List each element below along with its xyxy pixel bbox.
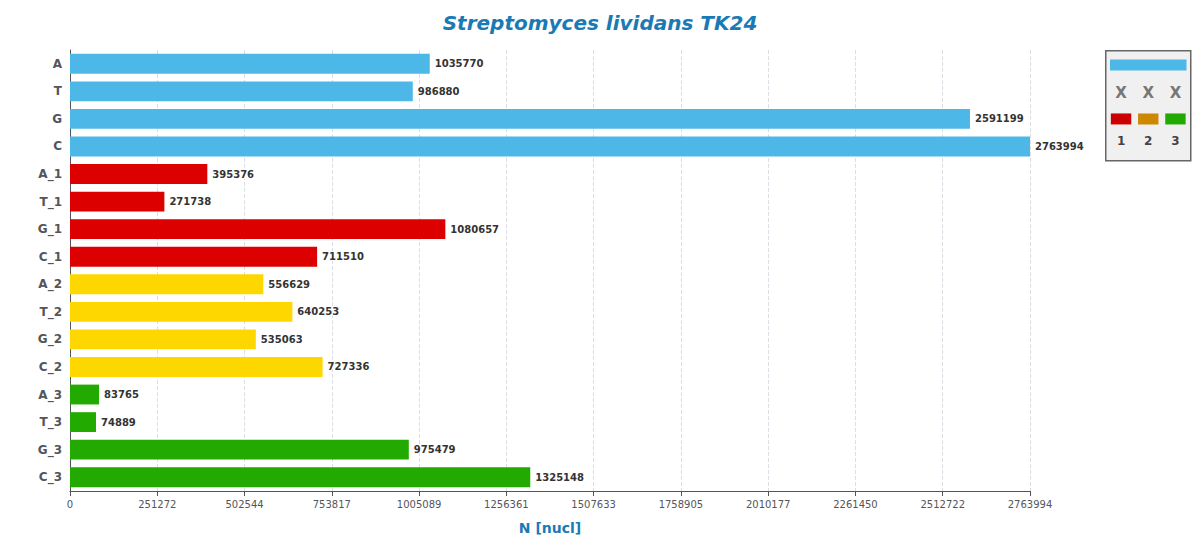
svg-text:G_2: G_2 (38, 332, 62, 347)
svg-text:2: 2 (1144, 134, 1152, 148)
svg-text:3: 3 (1171, 134, 1179, 148)
svg-text:1758905: 1758905 (659, 499, 704, 510)
svg-text:2763994: 2763994 (1008, 499, 1053, 510)
svg-text:N [nucl]: N [nucl] (519, 520, 581, 536)
svg-text:1: 1 (1117, 134, 1125, 148)
svg-text:2763994: 2763994 (1035, 141, 1084, 152)
svg-text:T_3: T_3 (39, 415, 62, 430)
svg-text:1005089: 1005089 (397, 499, 442, 510)
svg-text:T_1: T_1 (39, 195, 62, 210)
svg-text:753817: 753817 (313, 499, 351, 510)
svg-text:1256361: 1256361 (484, 499, 529, 510)
svg-text:83765: 83765 (104, 389, 139, 400)
svg-text:C_2: C_2 (39, 360, 62, 375)
svg-text:640253: 640253 (297, 306, 339, 317)
svg-text:G_3: G_3 (38, 443, 62, 458)
svg-text:271738: 271738 (169, 196, 211, 207)
svg-text:395376: 395376 (212, 169, 254, 180)
svg-text:A: A (53, 57, 63, 71)
svg-text:G_1: G_1 (38, 222, 62, 237)
svg-text:2261450: 2261450 (833, 499, 878, 510)
svg-text:X: X (1115, 84, 1127, 102)
svg-text:A_2: A_2 (38, 277, 62, 292)
svg-text:T_2: T_2 (39, 305, 62, 320)
svg-text:A_3: A_3 (38, 388, 62, 403)
svg-text:2512722: 2512722 (920, 499, 965, 510)
svg-text:251272: 251272 (138, 499, 176, 510)
svg-text:1080657: 1080657 (450, 224, 499, 235)
svg-text:1507633: 1507633 (571, 499, 616, 510)
svg-text:C_3: C_3 (39, 470, 62, 485)
svg-text:711510: 711510 (322, 251, 364, 262)
svg-text:1325148: 1325148 (535, 472, 584, 483)
svg-text:74889: 74889 (101, 417, 136, 428)
svg-text:502544: 502544 (225, 499, 263, 510)
svg-text:C_1: C_1 (39, 250, 62, 265)
svg-text:X: X (1142, 84, 1154, 102)
svg-text:Streptomyces lividans TK24: Streptomyces lividans TK24 (443, 11, 758, 35)
svg-text:T: T (54, 84, 63, 98)
svg-text:C: C (53, 139, 62, 153)
svg-text:2010177: 2010177 (746, 499, 791, 510)
svg-text:535063: 535063 (261, 334, 303, 345)
svg-text:X: X (1170, 84, 1182, 102)
svg-text:2591199: 2591199 (975, 113, 1024, 124)
svg-text:A_1: A_1 (38, 167, 62, 182)
svg-text:G: G (52, 112, 62, 126)
svg-text:0: 0 (67, 499, 73, 510)
svg-text:556629: 556629 (268, 279, 310, 290)
svg-text:1035770: 1035770 (435, 58, 484, 69)
svg-text:975479: 975479 (414, 444, 456, 455)
svg-text:986880: 986880 (418, 86, 460, 97)
svg-text:727336: 727336 (328, 361, 370, 372)
